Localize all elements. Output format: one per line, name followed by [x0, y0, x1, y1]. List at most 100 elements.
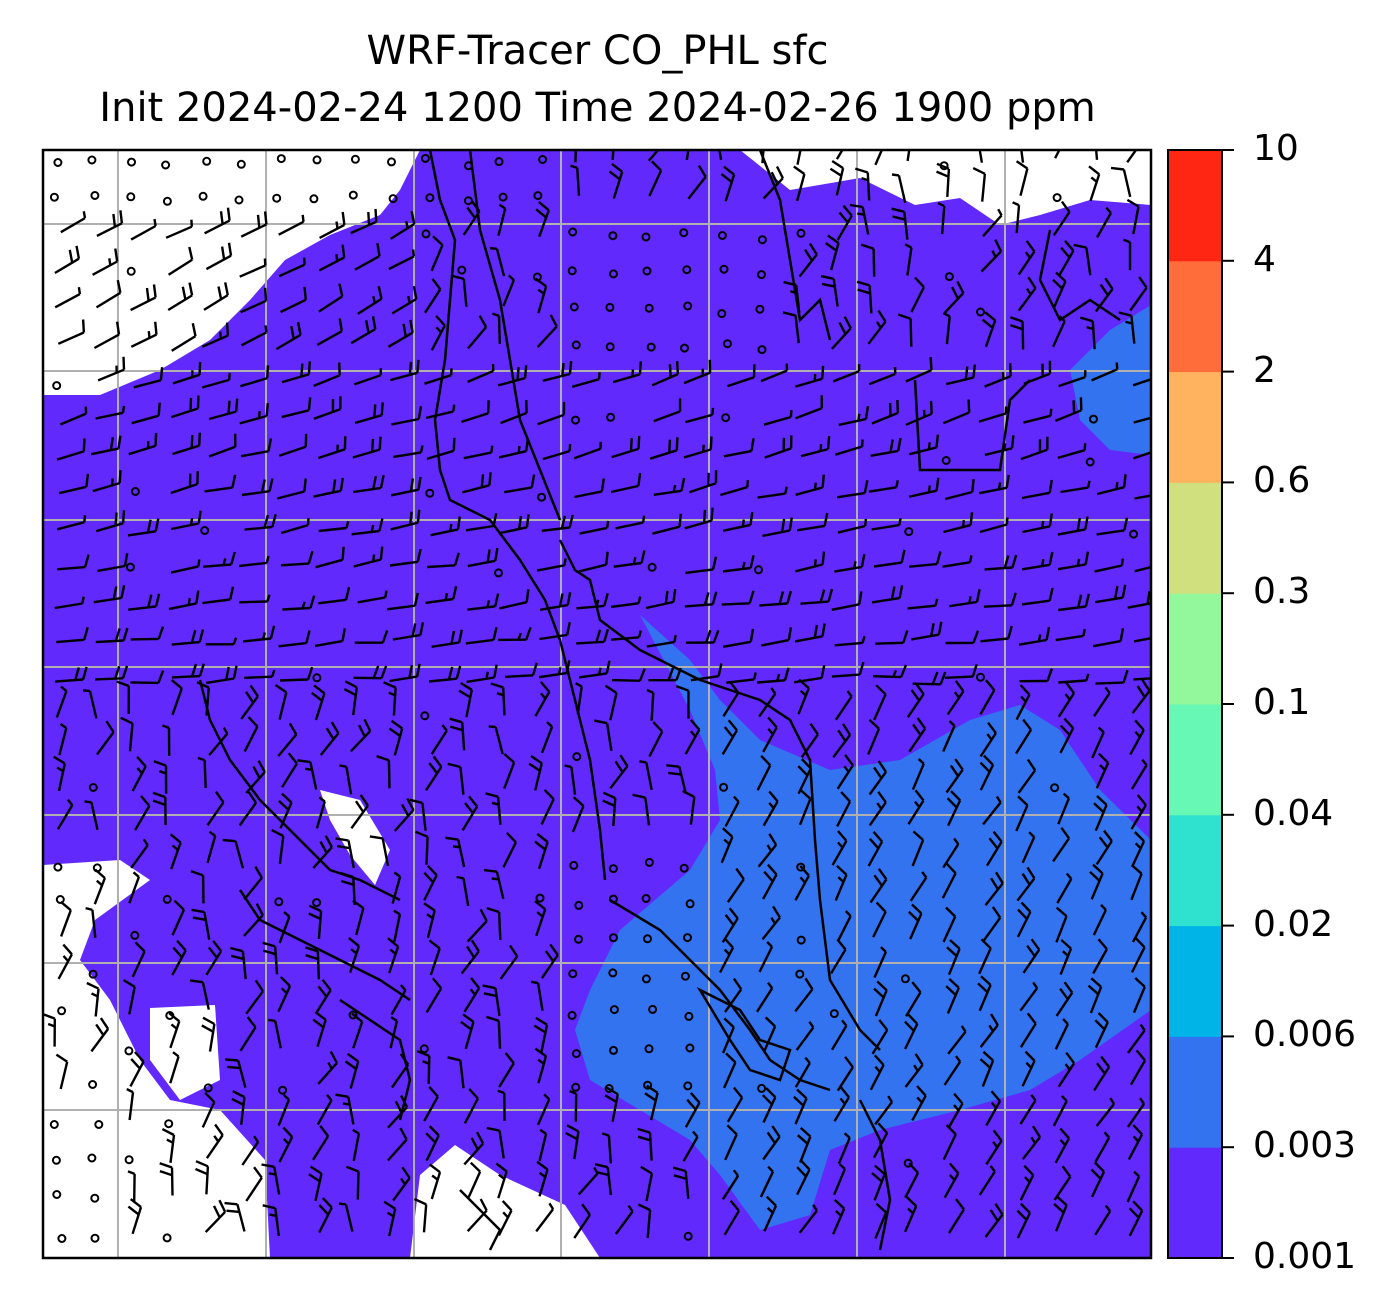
wind-barb	[1019, 981, 1039, 1012]
wind-barb	[646, 634, 677, 648]
wind-barb	[462, 200, 481, 236]
wind-barb	[1094, 150, 1099, 160]
map-title-line2: Init 2024-02-24 1200 Time 2024-02-26 190…	[99, 85, 1096, 131]
wind-barb	[978, 474, 1010, 495]
wind-barb	[127, 1170, 136, 1202]
wind-barb	[498, 438, 530, 459]
wind-barb	[798, 1204, 818, 1234]
wind-barb	[277, 976, 292, 1013]
calm-wind-circle	[1085, 457, 1095, 467]
wind-barb	[239, 258, 267, 278]
wind-barb	[204, 1199, 227, 1233]
wind-barb	[1016, 866, 1036, 902]
wind-barb	[427, 552, 460, 569]
wind-barb	[539, 592, 572, 611]
calm-wind-circle	[203, 1083, 213, 1093]
wind-barb	[1021, 479, 1053, 500]
wind-barb	[497, 1089, 506, 1122]
wind-barb	[1052, 1095, 1068, 1127]
wind-barb	[317, 436, 347, 460]
wind-barb	[614, 1204, 634, 1235]
wind-barb	[59, 406, 88, 426]
calm-wind-circle	[124, 1155, 134, 1165]
wind-barb	[1130, 794, 1147, 830]
wind-barb	[871, 1164, 886, 1201]
calm-wind-circle	[350, 154, 360, 164]
calm-wind-circle	[162, 1233, 172, 1243]
calm-wind-circle	[420, 153, 430, 163]
calm-wind-circle	[535, 893, 545, 903]
calm-wind-circle	[683, 933, 692, 943]
wind-barb	[278, 911, 291, 944]
wind-barb	[800, 435, 831, 458]
colorbar-tick-label: 0.1	[1253, 682, 1311, 723]
wind-barb	[130, 838, 149, 869]
wind-barb	[90, 435, 122, 456]
wind-barb	[687, 164, 707, 200]
wind-barb	[467, 363, 495, 384]
wind-barb	[54, 245, 81, 275]
wind-barb	[130, 670, 165, 685]
wind-barb	[389, 359, 420, 382]
wind-barb	[941, 862, 957, 899]
wind-barb	[1088, 165, 1101, 202]
wind-barb	[391, 871, 402, 904]
wind-barb	[1129, 276, 1148, 312]
wind-barb	[611, 150, 615, 160]
calm-wind-circle	[682, 265, 692, 275]
colorbar-tick-label: 0.04	[1253, 792, 1334, 834]
wind-barb	[165, 219, 193, 239]
wind-barb	[318, 586, 351, 605]
wind-barb	[800, 588, 834, 605]
wind-barb	[413, 1197, 428, 1233]
wind-barb	[116, 680, 130, 715]
wind-barb	[539, 621, 571, 641]
wind-barb	[875, 630, 909, 645]
wind-barb	[723, 438, 755, 458]
wind-barb	[1092, 938, 1108, 975]
calm-wind-circle	[1129, 529, 1139, 539]
wind-barb	[1089, 863, 1104, 900]
colorbar-tick-label: 0.006	[1253, 1014, 1357, 1056]
wind-barb	[984, 871, 1004, 906]
wind-barb	[904, 1053, 924, 1088]
wind-barb	[168, 590, 200, 611]
wind-barb	[907, 903, 923, 940]
wind-barb	[721, 1169, 740, 1200]
wind-barb	[534, 900, 547, 937]
wind-barb	[350, 316, 377, 345]
wind-barb	[1057, 551, 1090, 571]
calm-wind-circle	[685, 899, 695, 909]
wind-barb	[611, 668, 646, 682]
wind-barb	[1057, 681, 1076, 718]
wind-barb	[820, 274, 839, 307]
wind-barb	[463, 977, 481, 1013]
wind-barb	[980, 625, 1013, 643]
wind-barb	[92, 470, 122, 493]
wind-barb	[721, 719, 738, 756]
wind-barb	[206, 665, 238, 685]
wind-barb	[1126, 1170, 1141, 1203]
wind-barb	[981, 311, 997, 348]
wind-barb	[530, 980, 544, 1011]
wind-barb	[610, 630, 642, 641]
wind-barb	[573, 441, 602, 460]
calm-wind-circle	[719, 782, 729, 792]
wind-barb	[854, 167, 871, 201]
wind-barb	[95, 510, 126, 533]
wind-barb	[415, 830, 429, 865]
wind-barb	[984, 554, 1018, 571]
wind-barb	[500, 399, 528, 425]
wind-barb	[423, 1086, 439, 1122]
wind-barb	[564, 764, 577, 795]
wind-barb	[682, 789, 696, 825]
wind-barb	[97, 356, 126, 382]
wind-barb	[383, 1200, 397, 1237]
wind-barb	[1055, 906, 1068, 943]
wind-barb	[795, 365, 825, 388]
wind-barb	[942, 399, 971, 425]
wind-barb	[460, 939, 480, 975]
wind-barb	[1123, 238, 1132, 271]
wind-barb	[904, 1013, 919, 1050]
wind-barb	[133, 367, 164, 389]
